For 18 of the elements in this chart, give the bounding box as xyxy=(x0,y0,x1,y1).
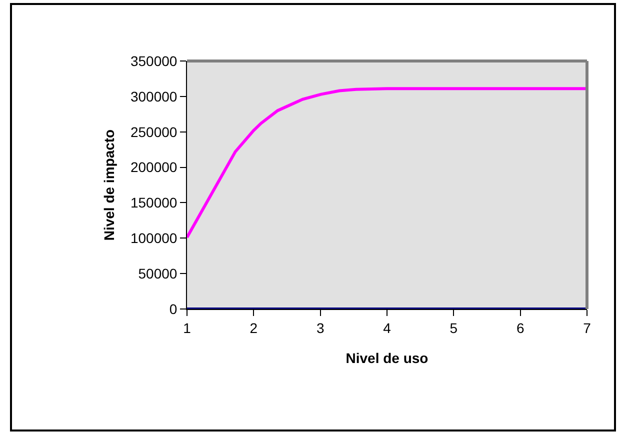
x-tick-label: 1 xyxy=(183,320,192,336)
x-axis-title: Nivel de uso xyxy=(346,350,428,366)
y-tick-label: 350000 xyxy=(130,52,178,69)
x-tick-label: 6 xyxy=(516,320,524,336)
y-tick-label: 50000 xyxy=(138,265,178,282)
x-tick-label: 2 xyxy=(250,320,258,336)
y-axis-title: Nivel de impacto xyxy=(101,129,118,241)
y-tick-label: 0 xyxy=(169,300,178,317)
y-tick-label: 250000 xyxy=(130,124,178,140)
y-tick-label: 150000 xyxy=(130,194,178,211)
y-tick-label: 100000 xyxy=(130,230,178,246)
line-series xyxy=(187,87,587,239)
x-tick-label: 7 xyxy=(583,320,592,336)
x-tick-label: 5 xyxy=(450,320,458,336)
y-tick-label: 200000 xyxy=(130,159,178,176)
y-tick-label: 300000 xyxy=(130,88,178,104)
x-tick-label: 4 xyxy=(383,320,392,336)
x-tick-label: 3 xyxy=(316,320,324,336)
